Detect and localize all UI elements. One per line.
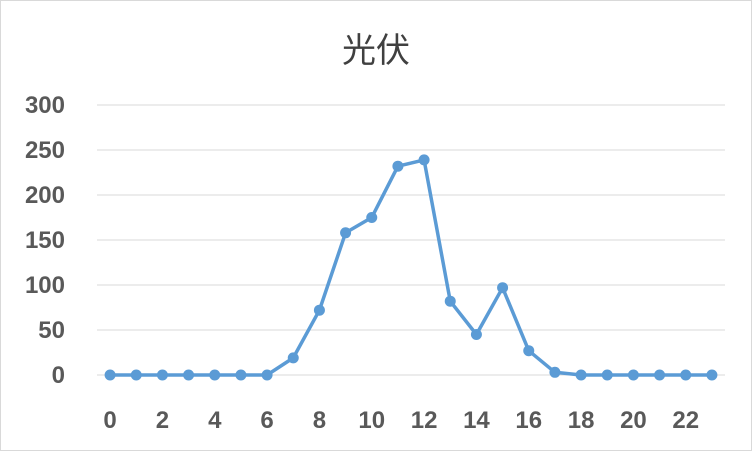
- data-point-9: [340, 227, 352, 239]
- data-point-13: [444, 295, 456, 307]
- data-point-18: [575, 369, 587, 381]
- x-tick-label: 8: [313, 407, 326, 434]
- data-point-20: [627, 369, 639, 381]
- data-point-1: [130, 369, 142, 381]
- series-group: [104, 154, 718, 381]
- y-tick-label: 250: [25, 137, 65, 164]
- data-point-17: [549, 366, 561, 378]
- x-tick-label: 0: [103, 407, 116, 434]
- y-tick-label: 50: [38, 317, 65, 344]
- y-tick-label: 200: [25, 182, 65, 209]
- x-axis-ticks: 0 2 4 6 8 10 12 14 16 18 20 22: [103, 407, 699, 434]
- y-tick-label: 0: [52, 362, 65, 389]
- y-tick-label: 300: [25, 92, 65, 119]
- data-point-7: [287, 352, 299, 364]
- data-point-19: [601, 369, 613, 381]
- x-tick-label: 20: [620, 407, 647, 434]
- x-tick-label: 12: [411, 407, 438, 434]
- data-point-3: [183, 369, 195, 381]
- data-point-15: [497, 282, 509, 294]
- data-point-21: [654, 369, 666, 381]
- x-tick-label: 22: [672, 407, 699, 434]
- data-point-10: [366, 212, 378, 223]
- data-point-8: [313, 304, 325, 316]
- data-point-14: [470, 329, 482, 340]
- chart-title: 光伏: [342, 31, 410, 71]
- gridlines: [97, 104, 725, 376]
- series-line: [108, 158, 714, 377]
- data-point-6: [261, 369, 273, 381]
- x-tick-label: 4: [208, 407, 222, 434]
- data-point-0: [104, 369, 116, 381]
- data-point-23: [706, 369, 718, 381]
- x-tick-label: 10: [358, 407, 385, 434]
- data-point-16: [523, 345, 535, 357]
- y-tick-label: 100: [25, 272, 65, 299]
- data-point-5: [235, 369, 247, 381]
- data-point-12: [418, 154, 430, 166]
- data-point-2: [156, 369, 168, 381]
- x-tick-label: 6: [260, 407, 273, 434]
- x-tick-label: 16: [515, 407, 542, 434]
- data-point-22: [680, 369, 692, 381]
- y-tick-label: 150: [25, 227, 65, 254]
- data-point-4: [209, 369, 221, 381]
- y-axis-ticks: 0 50 100 150 200 250 300: [25, 92, 65, 389]
- x-tick-label: 2: [156, 407, 169, 434]
- data-point-11: [392, 160, 404, 172]
- x-tick-label: 14: [463, 407, 490, 434]
- x-tick-label: 18: [568, 407, 595, 434]
